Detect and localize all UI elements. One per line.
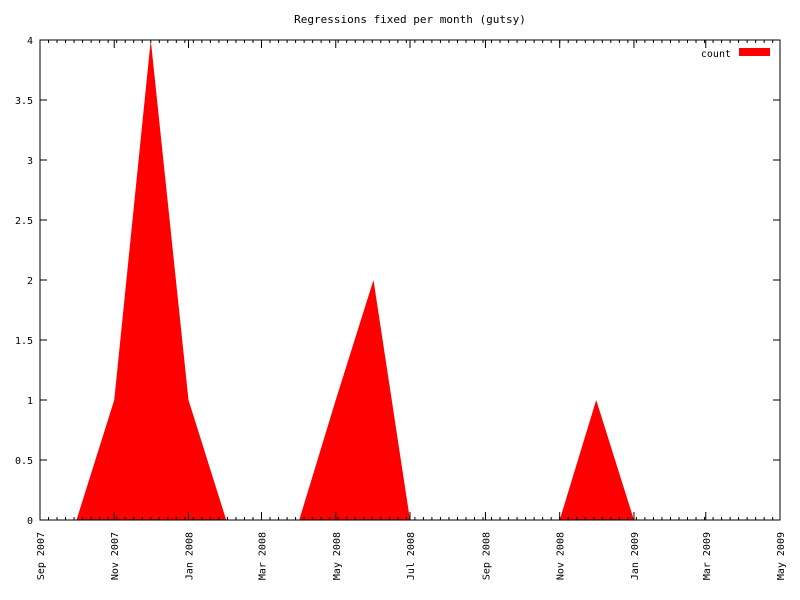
x-tick-label: Sep 2007 xyxy=(36,532,47,580)
y-tick-label: 0.5 xyxy=(15,456,33,467)
chart-title: Regressions fixed per month (gutsy) xyxy=(294,13,526,26)
legend-label-count: count xyxy=(701,49,731,60)
y-tick-label: 1.5 xyxy=(15,336,33,347)
y-tick-label: 3 xyxy=(27,156,33,167)
x-tick-label: Jul 2008 xyxy=(406,532,417,580)
area-series-count xyxy=(76,40,634,520)
x-tick-label: Jan 2008 xyxy=(184,532,195,580)
x-tick-label: May 2008 xyxy=(332,532,343,580)
x-tick-label: May 2009 xyxy=(776,532,787,580)
x-tick-label: Mar 2008 xyxy=(258,532,269,580)
legend-swatch-count xyxy=(739,48,770,56)
x-tick-label: Nov 2007 xyxy=(110,532,121,580)
area-layer xyxy=(76,40,634,520)
y-tick-label: 2 xyxy=(27,276,33,287)
y-tick-label: 3.5 xyxy=(15,96,33,107)
x-tick-label: Nov 2008 xyxy=(556,532,567,580)
x-tick-label: Sep 2008 xyxy=(481,532,492,580)
x-tick-label: Mar 2009 xyxy=(702,532,713,580)
y-tick-label: 1 xyxy=(27,396,33,407)
y-tick-label: 2.5 xyxy=(15,216,33,227)
y-tick-label: 0 xyxy=(27,516,33,527)
x-tick-label: Jan 2009 xyxy=(630,532,641,580)
axes-layer: 0 0.5 1 1.5 2 2.5 3 3.5 4 Sep 2007 Nov 2007 Jan 200… xyxy=(15,36,787,580)
y-tick-label: 4 xyxy=(27,36,33,47)
chart-legend: count xyxy=(701,48,770,60)
